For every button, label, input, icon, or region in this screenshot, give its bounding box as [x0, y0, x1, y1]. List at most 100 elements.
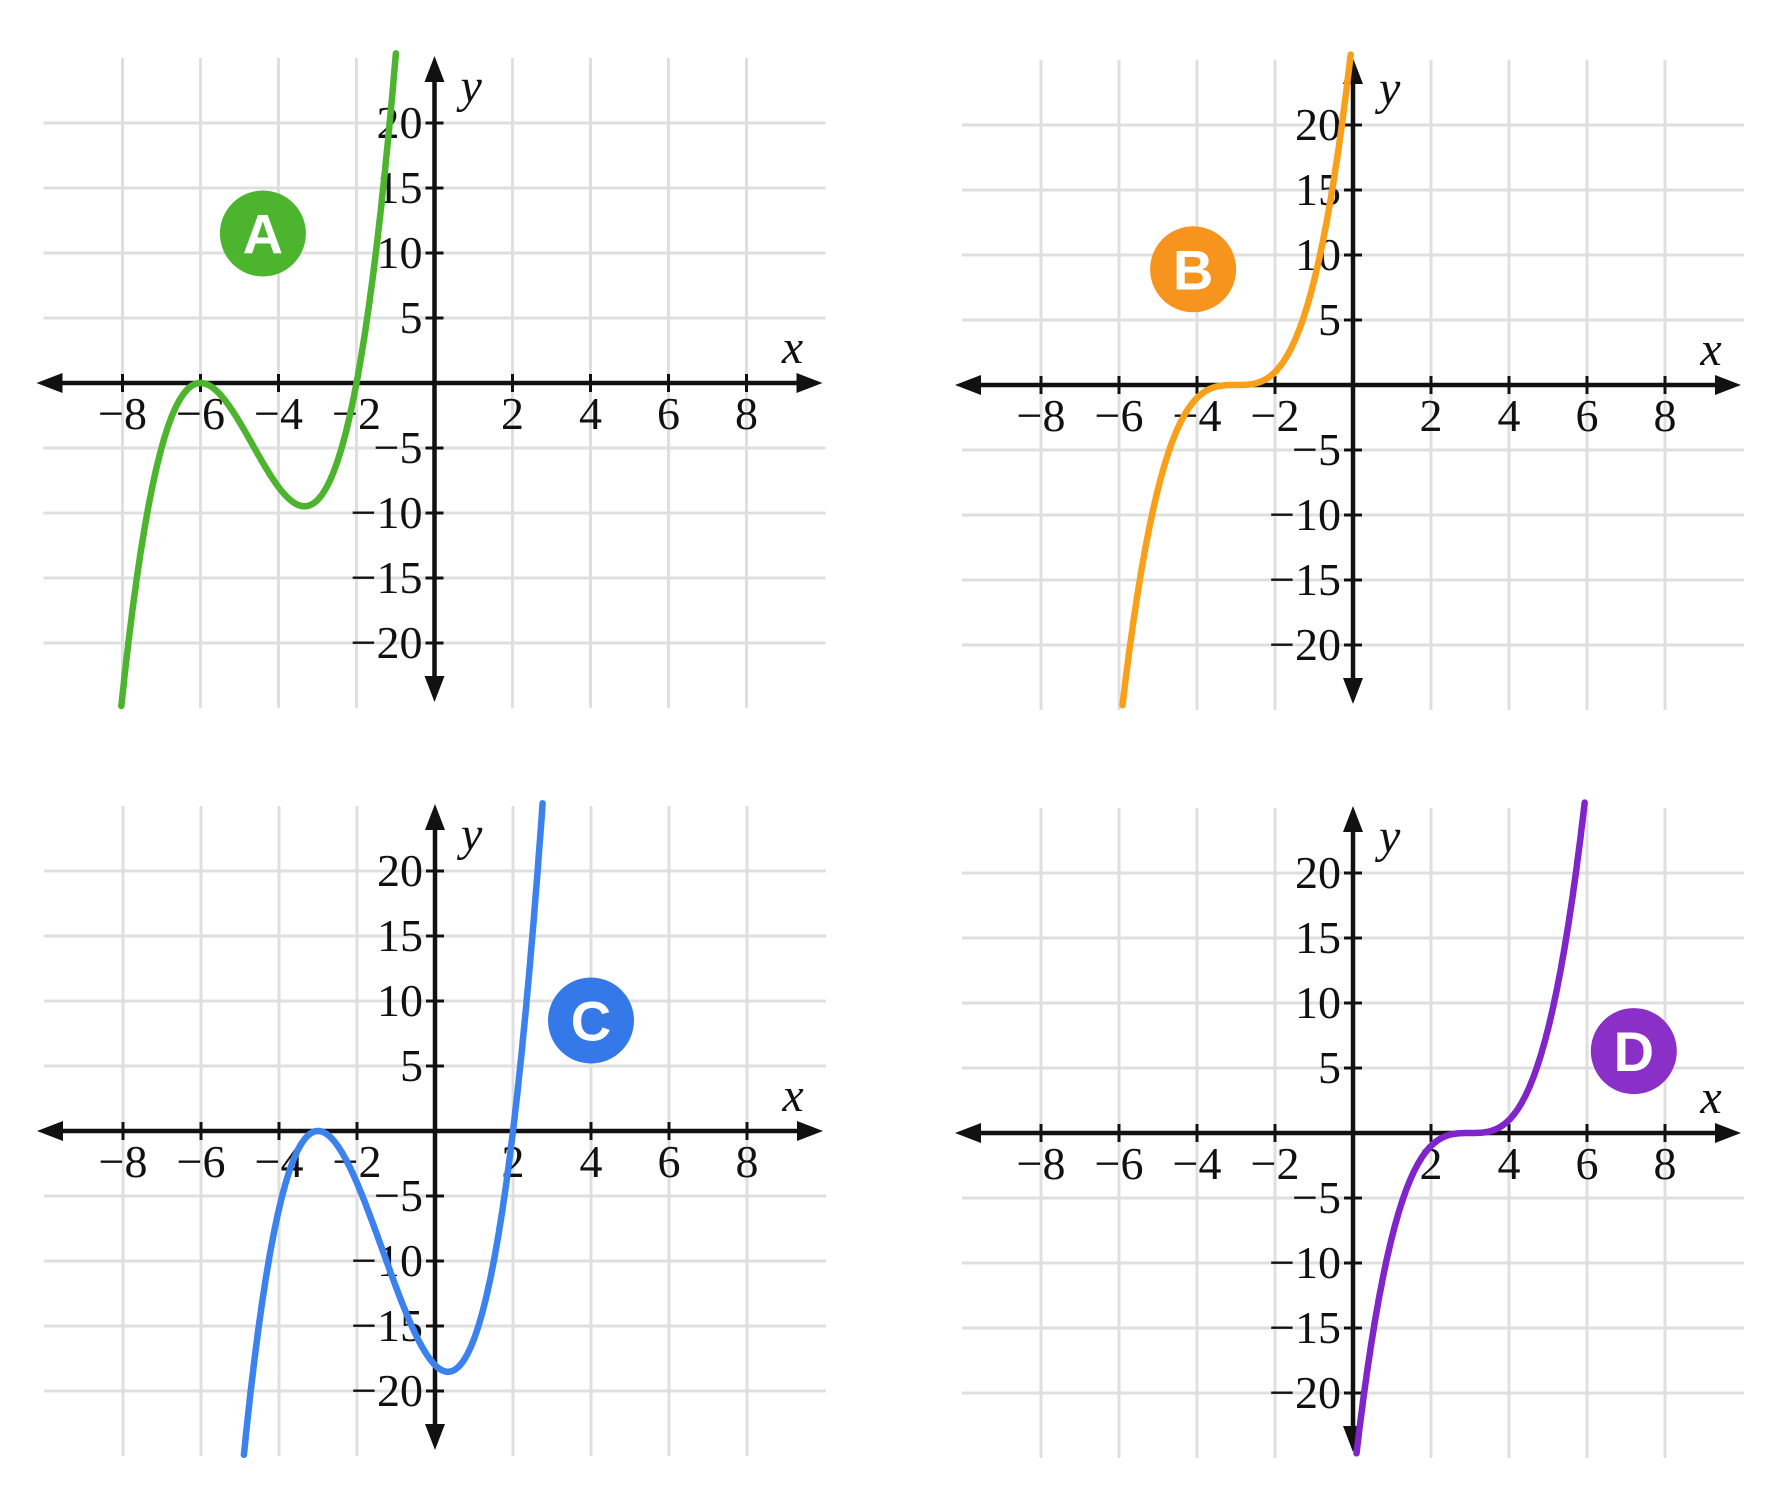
badge-C: C	[548, 977, 634, 1064]
y-axis-label: y	[1374, 810, 1401, 863]
y-tick-label: 5	[400, 292, 423, 343]
x-tick-label: 6	[657, 388, 680, 439]
x-tick-label: 4	[1498, 1138, 1521, 1189]
axis-arrowheads	[955, 58, 1741, 704]
arrow-left-icon	[955, 1123, 981, 1143]
y-tick-label: 20	[1295, 99, 1341, 150]
badge-B: B	[1150, 226, 1237, 313]
x-tick-label: 4	[579, 388, 602, 439]
x-tick-label: 6	[658, 1136, 681, 1187]
badge-circle	[548, 977, 634, 1064]
x-tick-label: 8	[1654, 1138, 1677, 1189]
x-tick-label: 8	[736, 1136, 759, 1187]
y-tick-label: −5	[374, 1170, 423, 1221]
arrow-up-icon	[1343, 806, 1363, 832]
y-tick-label: −15	[1269, 1302, 1341, 1353]
tick-marks	[1039, 123, 1667, 647]
arrow-left-icon	[36, 373, 63, 393]
axes	[50, 70, 809, 688]
x-tick-label: −8	[99, 1136, 148, 1187]
curve-A	[118, 50, 400, 710]
y-tick-label: −15	[351, 552, 423, 603]
y-axis-label: y	[456, 808, 483, 861]
arrow-right-icon	[796, 373, 823, 393]
arrow-down-icon	[425, 1424, 445, 1450]
badge-D: D	[1590, 1008, 1677, 1095]
arrow-down-icon	[1343, 678, 1363, 704]
graph-cell-C: −8 −6 −4 −2 2 4 6 8 20 15 10 5 −5 −10 −15 −20 x y C	[0, 748, 893, 1496]
x-tick-label: −8	[1017, 390, 1066, 441]
y-tick-label: 10	[377, 975, 423, 1026]
y-tick-label: −5	[374, 422, 423, 473]
y-tick-label: −15	[1269, 554, 1341, 605]
y-tick-label: 5	[400, 1040, 423, 1091]
x-tick-label: 6	[1576, 1138, 1599, 1189]
arrow-right-icon	[797, 1121, 823, 1141]
x-tick-label: −6	[177, 1136, 226, 1187]
arrow-up-icon	[424, 56, 445, 82]
y-tick-label: −10	[1269, 1237, 1341, 1288]
x-axis-label: x	[781, 1069, 803, 1122]
y-tick-label: 20	[377, 97, 423, 148]
badge-letter: C	[571, 990, 611, 1053]
x-axis-label: x	[781, 321, 803, 374]
y-tick-label: 20	[1295, 847, 1341, 898]
x-tick-label: 8	[1654, 390, 1677, 441]
y-tick-label: −20	[351, 1365, 423, 1416]
x-tick-label: 4	[580, 1136, 603, 1187]
x-tick-label: 2	[501, 388, 524, 439]
y-tick-label: 15	[1295, 912, 1341, 963]
y-tick-label: 15	[377, 910, 423, 961]
curve-B	[1119, 51, 1354, 709]
x-tick-label: 6	[1576, 390, 1599, 441]
graph-cell-B: −8 −6 −4 −2 2 4 6 8 20 15 10 5 −5 −10 −15 −20 x y B	[893, 0, 1786, 748]
y-tick-label: −20	[351, 617, 423, 668]
graph-cell-A: −8 −6 −4 −2 2 4 6 8 20 15 10 5 −5 −10 −15 −20 x y A	[0, 0, 893, 748]
badge-A: A	[219, 190, 306, 277]
arrow-up-icon	[425, 804, 445, 830]
y-tick-label: 5	[1318, 1042, 1341, 1093]
tick-marks	[1039, 871, 1667, 1395]
badge-letter: B	[1173, 238, 1213, 301]
axes	[51, 818, 809, 1436]
y-tick-label: −5	[1292, 424, 1341, 475]
badge-circle	[1150, 226, 1237, 313]
curve-C	[240, 799, 546, 1459]
x-tick-label: −6	[1095, 390, 1144, 441]
axes	[969, 820, 1727, 1438]
axis-arrowheads	[37, 804, 823, 1450]
arrow-right-icon	[1715, 1123, 1741, 1143]
arrow-right-icon	[1715, 375, 1741, 395]
axis-arrowheads	[36, 56, 823, 702]
y-tick-label: −10	[1269, 489, 1341, 540]
y-tick-label: 5	[1318, 294, 1341, 345]
axis-arrowheads	[955, 806, 1741, 1452]
y-tick-label: −20	[1269, 1367, 1341, 1418]
x-tick-label: −8	[98, 388, 147, 439]
x-tick-label: −2	[1251, 390, 1300, 441]
curve-D	[1353, 799, 1588, 1457]
y-axis-label: y	[456, 60, 483, 113]
x-tick-label: 8	[735, 388, 758, 439]
axes	[969, 72, 1727, 690]
y-tick-label: −5	[1292, 1172, 1341, 1223]
badge-letter: D	[1614, 1020, 1654, 1083]
y-tick-label: 20	[377, 845, 423, 896]
y-tick-label: 10	[377, 227, 423, 278]
x-tick-label: 2	[1420, 390, 1443, 441]
y-tick-label: −20	[1269, 619, 1341, 670]
y-tick-label: −10	[351, 487, 423, 538]
x-tick-label: −6	[1095, 1138, 1144, 1189]
x-axis-label: x	[1699, 323, 1721, 376]
x-tick-label: −8	[1017, 1138, 1066, 1189]
x-tick-label: −2	[1251, 1138, 1300, 1189]
badge-circle	[219, 190, 306, 277]
y-tick-label: 10	[1295, 977, 1341, 1028]
